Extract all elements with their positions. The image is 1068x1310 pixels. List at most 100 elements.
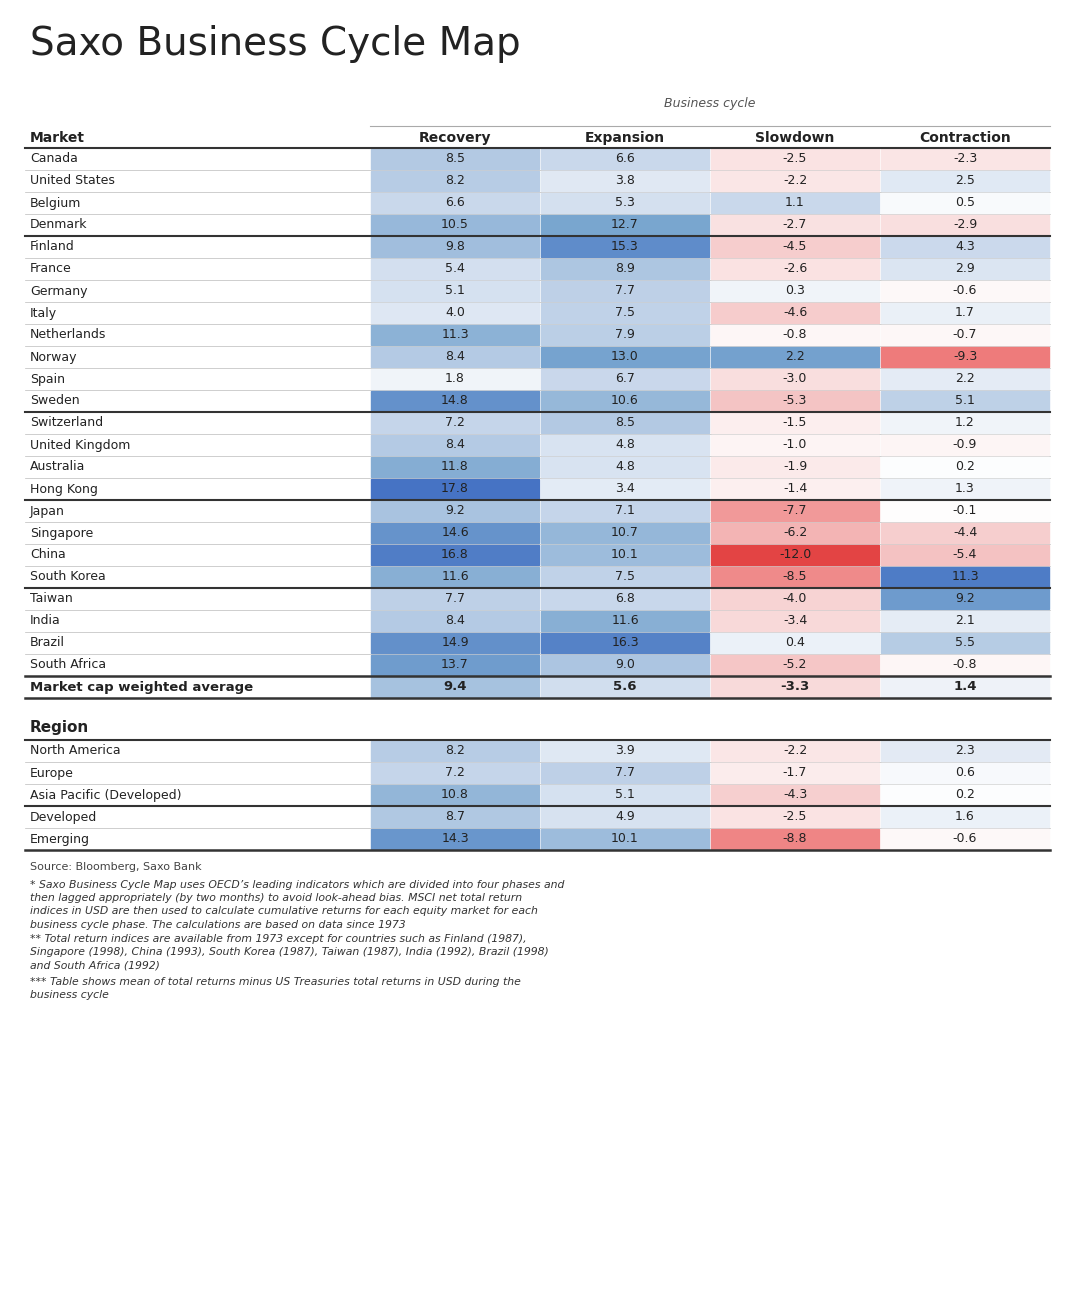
- Text: 7.2: 7.2: [445, 766, 465, 779]
- Text: 1.2: 1.2: [955, 417, 975, 430]
- Text: 9.0: 9.0: [615, 659, 635, 672]
- Text: 13.7: 13.7: [441, 659, 469, 672]
- Text: Australia: Australia: [30, 461, 85, 473]
- Text: 3.4: 3.4: [615, 482, 634, 495]
- Text: 10.7: 10.7: [611, 527, 639, 540]
- Text: Expansion: Expansion: [585, 131, 665, 145]
- Text: Contraction: Contraction: [920, 131, 1011, 145]
- Text: 8.5: 8.5: [615, 417, 635, 430]
- Text: 0.2: 0.2: [955, 461, 975, 473]
- Bar: [881, 457, 1049, 477]
- Text: 0.3: 0.3: [785, 284, 805, 297]
- Bar: [371, 457, 539, 477]
- Bar: [371, 259, 539, 279]
- Bar: [711, 390, 879, 411]
- Bar: [711, 435, 879, 455]
- Text: 4.8: 4.8: [615, 461, 635, 473]
- Text: 3.8: 3.8: [615, 174, 635, 187]
- Bar: [711, 282, 879, 301]
- Text: 14.3: 14.3: [441, 832, 469, 845]
- Bar: [881, 500, 1049, 521]
- Bar: [371, 762, 539, 783]
- Bar: [541, 369, 709, 389]
- Text: 6.8: 6.8: [615, 592, 635, 605]
- Text: Recovery: Recovery: [419, 131, 491, 145]
- Text: 5.6: 5.6: [613, 680, 637, 693]
- Bar: [371, 545, 539, 565]
- Bar: [711, 347, 879, 367]
- Bar: [371, 677, 539, 697]
- Text: 8.7: 8.7: [445, 811, 465, 824]
- Bar: [881, 435, 1049, 455]
- Bar: [881, 479, 1049, 499]
- Bar: [541, 390, 709, 411]
- Bar: [541, 282, 709, 301]
- Text: Region: Region: [30, 721, 90, 735]
- Bar: [541, 567, 709, 587]
- Bar: [881, 567, 1049, 587]
- Bar: [711, 149, 879, 169]
- Text: Brazil: Brazil: [30, 637, 65, 650]
- Bar: [881, 259, 1049, 279]
- Bar: [541, 149, 709, 169]
- Text: Emerging: Emerging: [30, 832, 90, 845]
- Text: Singapore: Singapore: [30, 527, 93, 540]
- Text: 7.5: 7.5: [615, 307, 635, 320]
- Text: 5.1: 5.1: [445, 284, 465, 297]
- Bar: [711, 259, 879, 279]
- Text: 11.6: 11.6: [441, 570, 469, 583]
- Text: United Kingdom: United Kingdom: [30, 439, 130, 452]
- Text: India: India: [30, 614, 61, 627]
- Text: 16.3: 16.3: [611, 637, 639, 650]
- Text: 1.7: 1.7: [955, 307, 975, 320]
- Text: -1.4: -1.4: [783, 482, 807, 495]
- Bar: [541, 172, 709, 191]
- Bar: [881, 347, 1049, 367]
- Bar: [541, 523, 709, 544]
- Bar: [711, 215, 879, 234]
- Text: Asia Pacific (Developed): Asia Pacific (Developed): [30, 789, 182, 802]
- Text: -1.7: -1.7: [783, 766, 807, 779]
- Bar: [711, 172, 879, 191]
- Text: 9.4: 9.4: [443, 680, 467, 693]
- Text: South Africa: South Africa: [30, 659, 106, 672]
- Text: -0.1: -0.1: [953, 504, 977, 517]
- Bar: [371, 325, 539, 345]
- Bar: [881, 785, 1049, 806]
- Text: 5.1: 5.1: [955, 394, 975, 407]
- Text: 14.9: 14.9: [441, 637, 469, 650]
- Text: -6.2: -6.2: [783, 527, 807, 540]
- Text: -4.3: -4.3: [783, 789, 807, 802]
- Text: Market: Market: [30, 131, 85, 145]
- Bar: [541, 215, 709, 234]
- Bar: [541, 590, 709, 609]
- Text: 10.1: 10.1: [611, 549, 639, 562]
- Text: 0.4: 0.4: [785, 637, 805, 650]
- Bar: [881, 282, 1049, 301]
- Bar: [541, 457, 709, 477]
- Text: -1.0: -1.0: [783, 439, 807, 452]
- Bar: [711, 413, 879, 434]
- Text: 4.3: 4.3: [955, 241, 975, 254]
- Text: -4.5: -4.5: [783, 241, 807, 254]
- Text: -1.5: -1.5: [783, 417, 807, 430]
- Bar: [881, 413, 1049, 434]
- Text: -3.0: -3.0: [783, 372, 807, 385]
- Bar: [881, 590, 1049, 609]
- Bar: [881, 545, 1049, 565]
- Bar: [371, 172, 539, 191]
- Text: Market cap weighted average: Market cap weighted average: [30, 680, 253, 693]
- Bar: [711, 610, 879, 631]
- Text: Spain: Spain: [30, 372, 65, 385]
- Text: 4.8: 4.8: [615, 439, 635, 452]
- Text: -3.4: -3.4: [783, 614, 807, 627]
- Text: 11.8: 11.8: [441, 461, 469, 473]
- Bar: [371, 829, 539, 849]
- Text: 7.7: 7.7: [445, 592, 465, 605]
- Text: 6.6: 6.6: [445, 196, 465, 210]
- Text: -2.2: -2.2: [783, 744, 807, 757]
- Text: North America: North America: [30, 744, 121, 757]
- Text: -8.8: -8.8: [783, 832, 807, 845]
- Text: 2.2: 2.2: [785, 351, 805, 363]
- Bar: [711, 677, 879, 697]
